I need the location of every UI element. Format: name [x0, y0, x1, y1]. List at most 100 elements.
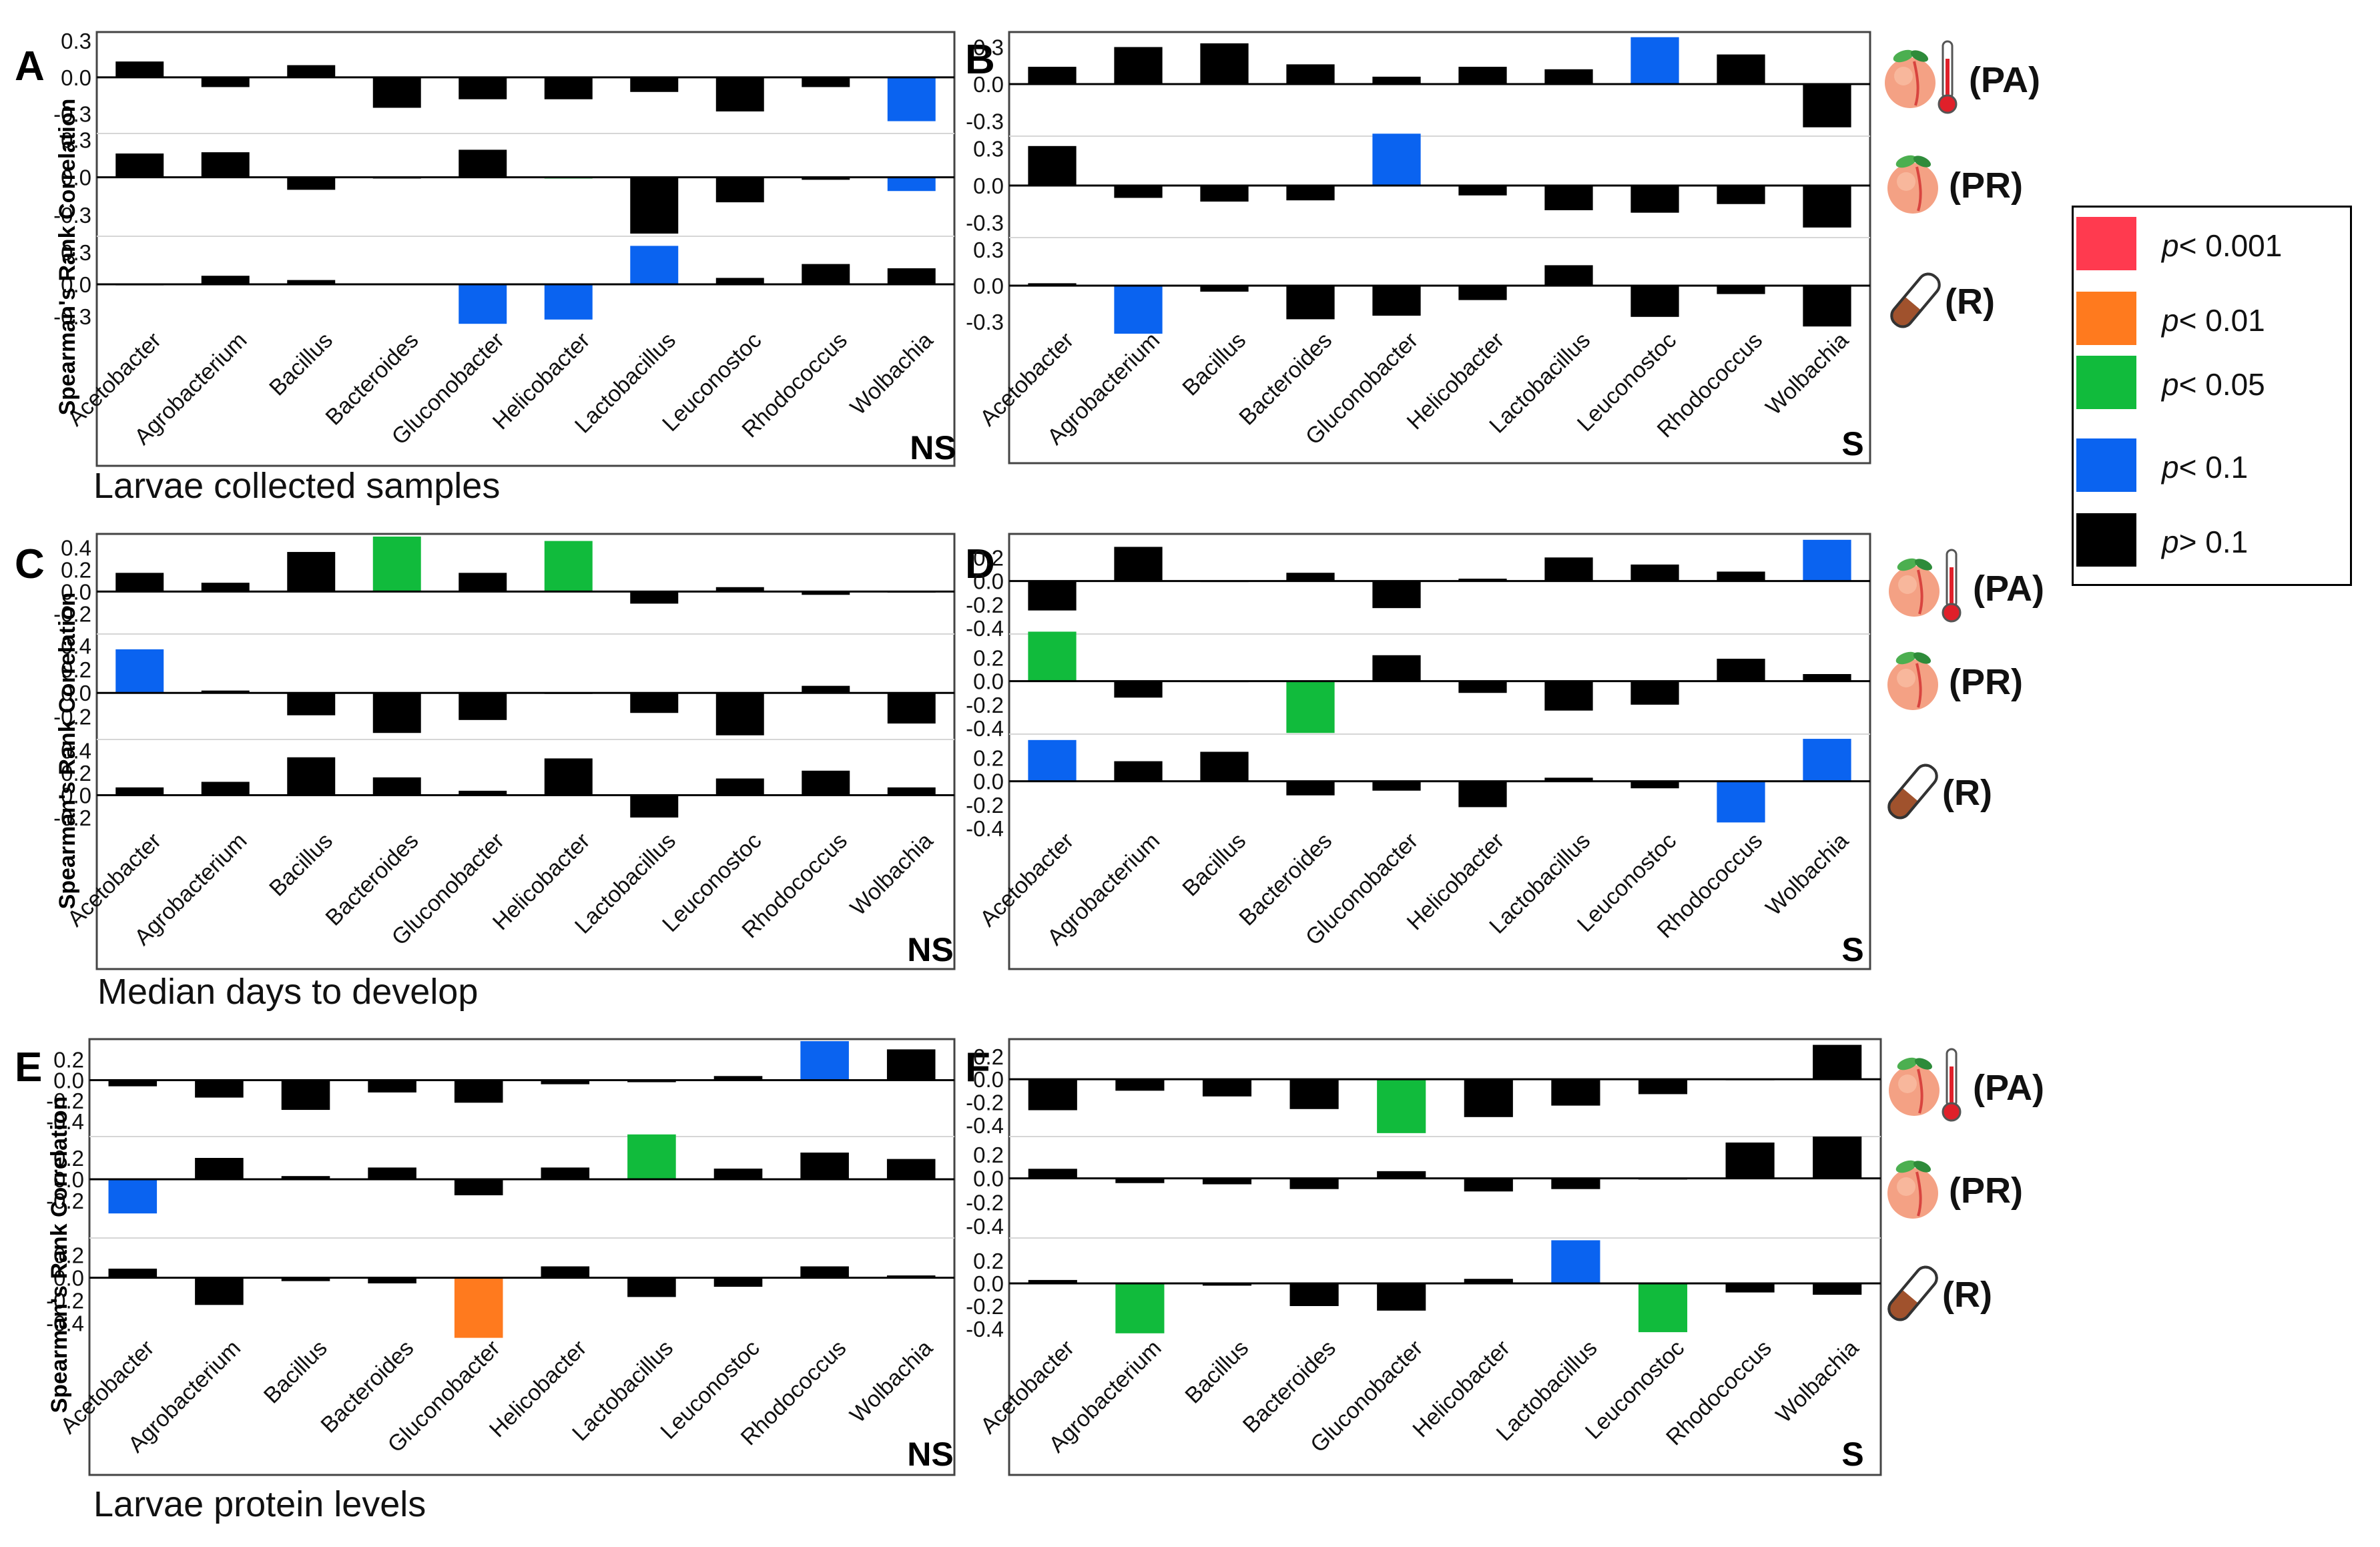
bar-acetobacter	[108, 1179, 158, 1214]
y-tick-label: 0.0	[973, 769, 1004, 794]
bar-agrobacterium	[201, 583, 250, 592]
y-tick-label: 0.3	[61, 127, 91, 152]
bar-acetobacter	[1028, 145, 1077, 186]
bar-wolbachia	[886, 1159, 936, 1179]
y-tick-label: -0.4	[966, 1113, 1004, 1138]
subplot-pa: 0.20.0-0.2-0.4	[966, 539, 1870, 641]
y-axis-label: Spearman's Rank Correlation	[55, 99, 80, 416]
panel-a: A0.30.0-0.30.30.0-0.30.30.0-0.3Acetobact…	[15, 29, 956, 467]
panel-letter: D	[965, 541, 995, 587]
bar-helicobacter	[544, 758, 593, 796]
y-tick-label: 0.2	[61, 657, 91, 682]
y-tick-label: -0.2	[966, 593, 1004, 617]
legend-label: p< 0.05	[2162, 367, 2265, 402]
bar-acetobacter	[108, 1080, 158, 1087]
bar-gluconobacter	[459, 693, 507, 720]
peach-thermometer-icon	[1887, 549, 1962, 623]
panel-b: B0.30.0-0.30.30.0-0.30.30.0-0.3Acetobact…	[965, 31, 1871, 465]
bar-bacillus	[287, 757, 336, 796]
y-tick-label: 0.0	[973, 569, 1004, 594]
y-tick-label: 0.0	[973, 1271, 1004, 1296]
bar-gluconobacter	[454, 1080, 503, 1103]
y-tick-label: -0.2	[966, 693, 1004, 717]
bar-gluconobacter	[1372, 581, 1421, 609]
bar-helicobacter	[1458, 286, 1507, 300]
panel-frame	[1008, 533, 1871, 970]
bar-acetobacter	[1028, 1079, 1077, 1111]
bar-bacillus	[1202, 1178, 1252, 1185]
subplot-pa: 0.3 0.0 -0.3	[966, 35, 1870, 134]
bar-bacteroides	[368, 1167, 416, 1179]
bar-gluconobacter	[454, 1179, 503, 1195]
bar-agrobacterium	[1114, 286, 1163, 334]
bar-agrobacterium	[195, 1158, 244, 1179]
bar-bacillus	[287, 552, 336, 592]
bar-acetobacter	[115, 61, 164, 77]
bar-bacillus	[287, 280, 336, 284]
bar-bacillus	[281, 1080, 330, 1111]
bar-wolbachia	[1803, 739, 1851, 782]
y-tick-label: -0.2	[966, 1190, 1004, 1215]
legend-label: p> 0.1	[2162, 525, 2249, 559]
bar-acetobacter	[1028, 1169, 1077, 1179]
bar-wolbachia	[887, 177, 936, 192]
legend-item-pgt01: p> 0.1	[2074, 513, 2350, 567]
group-tag: S	[1841, 425, 1863, 462]
y-tick-label: 0.0	[973, 72, 1004, 97]
bar-wolbachia	[1803, 539, 1851, 581]
bar-lactobacillus	[630, 77, 679, 92]
bar-leuconostoc	[715, 587, 764, 592]
y-tick-label: -0.2	[966, 1090, 1004, 1115]
bar-wolbachia	[887, 268, 936, 284]
panel-frame	[95, 31, 956, 467]
subplot-pa: 0.20.0-0.2-0.4	[966, 1044, 1881, 1138]
y-tick-label: 0.0	[973, 274, 1004, 298]
section-caption: Larvae protein levels	[93, 1484, 426, 1524]
y-tick-label: -0.2	[53, 806, 91, 830]
y-tick-label: 0.2	[61, 557, 91, 582]
y-tick-label: 0.4	[61, 535, 91, 560]
x-tick-label: Bacillus	[1177, 828, 1251, 902]
bar-gluconobacter	[459, 77, 507, 99]
y-tick-label: 0.0	[973, 174, 1004, 198]
bar-rhodococcus	[1725, 1142, 1775, 1179]
bar-bacillus	[287, 177, 336, 190]
subplot-pr: 0.20.0-0.2-0.4	[966, 631, 1870, 741]
bar-bacteroides	[1286, 681, 1335, 733]
bar-wolbachia	[886, 1049, 936, 1080]
bar-gluconobacter	[459, 149, 507, 178]
y-tick-label: 0.2	[973, 645, 1004, 670]
bar-acetobacter	[1028, 631, 1077, 681]
y-tick-label: -0.3	[53, 304, 91, 329]
y-tick-label: 0.2	[973, 1143, 1004, 1167]
bar-agrobacterium	[1114, 681, 1163, 698]
y-tick-label: 0.0	[61, 579, 91, 604]
bar-rhodococcus	[1725, 1283, 1775, 1293]
y-tick-label: -0.2	[46, 1289, 84, 1313]
group-tag: S	[1841, 1436, 1863, 1473]
bar-gluconobacter	[1377, 1079, 1426, 1133]
panel-letter: A	[15, 43, 45, 89]
y-tick-label: 0.4	[61, 634, 91, 659]
bar-rhodococcus	[802, 77, 850, 87]
panel-letter: F	[965, 1044, 990, 1091]
y-tick-label: 0.2	[53, 1243, 84, 1268]
bar-lactobacillus	[1544, 778, 1593, 782]
bar-bacillus	[287, 65, 336, 77]
y-tick-label: -0.4	[966, 1214, 1004, 1239]
bar-rhodococcus	[802, 591, 850, 595]
bar-rhodococcus	[1717, 286, 1765, 294]
bar-rhodococcus	[1717, 659, 1765, 681]
panel-e: E 0.20.0-0.2-0.40.20.0-0.20.20.0-0.2-0.4A…	[15, 1038, 956, 1476]
bar-bacillus	[1200, 43, 1249, 84]
bar-wolbachia	[886, 1275, 936, 1278]
bar-gluconobacter	[1377, 1283, 1426, 1311]
bar-rhodococcus	[1717, 54, 1765, 84]
y-axis-label: Spearman's Rank Correlation	[55, 593, 80, 910]
bar-leuconostoc	[713, 1169, 763, 1179]
subplot-pr: 0.20.0-0.2-0.4	[966, 1136, 1881, 1239]
bar-helicobacter	[1464, 1178, 1513, 1192]
bar-bacteroides	[1286, 573, 1335, 581]
subplot-r: 0.20.0-0.2-0.4	[46, 1237, 954, 1338]
